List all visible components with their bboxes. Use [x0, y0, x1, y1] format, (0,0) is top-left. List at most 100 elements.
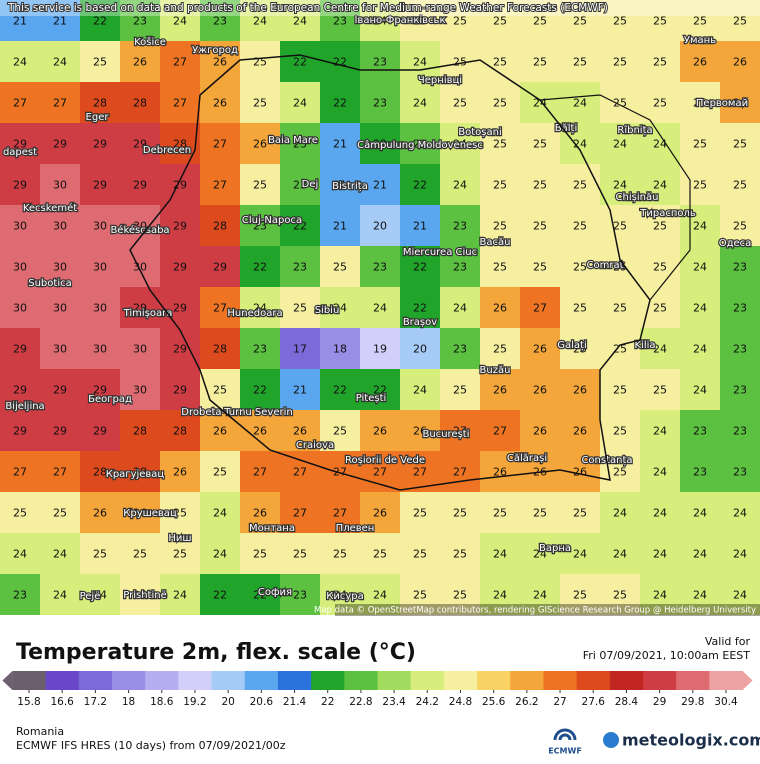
temp-cell [520, 492, 560, 533]
temp-cell [320, 287, 360, 328]
temp-cell [0, 492, 40, 533]
temp-cell [0, 451, 40, 492]
colorbar-label: 26.2 [515, 696, 538, 708]
temp-value: 24 [573, 138, 587, 151]
temp-value: 22 [213, 589, 227, 602]
temp-value: 26 [693, 56, 707, 69]
temp-cell [440, 369, 480, 410]
temp-cell [600, 164, 640, 205]
temp-cell [320, 164, 360, 205]
temp-value: 30 [93, 302, 107, 315]
temp-cell [320, 410, 360, 451]
brand[interactable]: meteologix.com [622, 731, 760, 750]
place-label: Монтана [249, 523, 295, 534]
temp-value: 26 [413, 425, 427, 438]
temp-cell [0, 205, 40, 246]
temp-cell [240, 328, 280, 369]
temp-value: 25 [533, 56, 547, 69]
temp-cell [120, 451, 160, 492]
temp-value: 17 [293, 343, 307, 356]
temp-value: 25 [573, 343, 587, 356]
temp-cell [120, 164, 160, 205]
temp-value: 22 [333, 384, 347, 397]
temp-cell [440, 246, 480, 287]
temp-cell [480, 328, 520, 369]
temp-cell [720, 328, 760, 369]
temp-value: 22 [293, 220, 307, 233]
temp-value: 24 [333, 302, 347, 315]
temp-value: 25 [213, 466, 227, 479]
temp-value: 26 [733, 56, 747, 69]
temp-cell [440, 451, 480, 492]
temp-value: 25 [493, 507, 507, 520]
temp-cell [240, 574, 280, 615]
temp-cell [240, 533, 280, 574]
temp-cell [640, 123, 680, 164]
temp-cell [520, 205, 560, 246]
colorbar-label: 24.2 [416, 696, 439, 708]
place-label: Pejë [80, 591, 101, 602]
temp-value: 22 [373, 384, 387, 397]
temp-value: 24 [293, 15, 307, 28]
temp-cell [320, 492, 360, 533]
temp-value: 25 [453, 384, 467, 397]
temp-cell [120, 123, 160, 164]
temp-value: 29 [93, 138, 107, 151]
temp-cell [400, 246, 440, 287]
temp-cell [360, 451, 400, 492]
temp-value: 24 [733, 589, 747, 602]
temp-value: 27 [533, 302, 547, 315]
temp-value: 25 [413, 507, 427, 520]
temp-cell [320, 0, 360, 41]
temp-cell [240, 451, 280, 492]
temp-value: 26 [253, 138, 267, 151]
temp-value: 25 [493, 261, 507, 274]
temp-value: 23 [293, 179, 307, 192]
temp-cell [440, 0, 480, 41]
temp-value: 25 [693, 97, 707, 110]
temp-cell [560, 410, 600, 451]
temp-cell [40, 287, 80, 328]
temp-cell [560, 492, 600, 533]
temp-cell [720, 205, 760, 246]
temp-cell [640, 574, 680, 615]
temp-cell [0, 369, 40, 410]
temp-cell [360, 205, 400, 246]
temp-value: 26 [213, 97, 227, 110]
colorbar-swatch [576, 671, 611, 690]
temp-value: 25 [453, 15, 467, 28]
temp-cell [600, 410, 640, 451]
temp-value: 29 [173, 302, 187, 315]
temp-value: 25 [253, 179, 267, 192]
temp-cell [160, 328, 200, 369]
temp-value: 24 [413, 97, 427, 110]
temp-value: 26 [373, 425, 387, 438]
colorbar-label: 29.8 [681, 696, 704, 708]
temp-cell [120, 410, 160, 451]
temp-value: 25 [13, 507, 27, 520]
place-label: Békéscsaba [110, 224, 169, 236]
temp-value: 24 [253, 15, 267, 28]
temp-cell [120, 369, 160, 410]
colorbar-label: 18.6 [150, 696, 174, 708]
temp-cell [280, 451, 320, 492]
temp-cell [40, 410, 80, 451]
temp-cell [120, 574, 160, 615]
temp-cell [280, 246, 320, 287]
temp-value: 25 [573, 220, 587, 233]
temp-value: 25 [733, 15, 747, 28]
temp-cell [680, 123, 720, 164]
temp-cell [240, 82, 280, 123]
temp-value: 21 [413, 220, 427, 233]
temp-cell [80, 328, 120, 369]
colorbar-label: 27 [553, 696, 566, 708]
temp-value: 24 [533, 97, 547, 110]
temp-value: 30 [53, 343, 67, 356]
temp-value: 25 [573, 507, 587, 520]
temp-value: 24 [413, 384, 427, 397]
valid-label: Valid for [705, 635, 751, 648]
temp-value: 24 [653, 343, 667, 356]
temp-cell [160, 451, 200, 492]
attribution-bg [335, 604, 760, 616]
temp-cell [680, 533, 720, 574]
